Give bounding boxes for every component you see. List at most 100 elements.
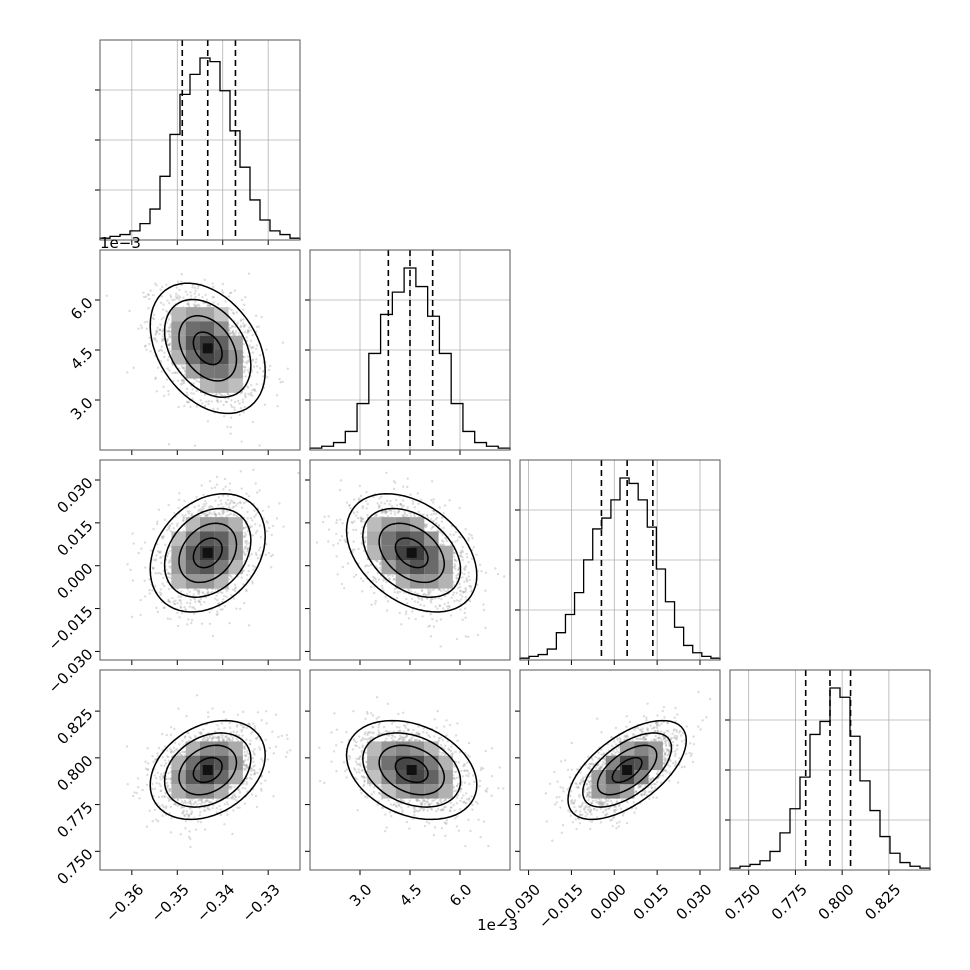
sample-point [233, 589, 237, 593]
density-cell [228, 378, 243, 393]
sample-point [168, 335, 171, 339]
sample-point [448, 605, 451, 609]
sample-point [221, 394, 224, 397]
sample-point [432, 501, 435, 504]
sample-point [411, 500, 415, 503]
sample-point [155, 390, 158, 393]
sample-point [230, 399, 233, 402]
sample-point [167, 571, 170, 575]
sample-point [361, 506, 364, 510]
sample-point [393, 510, 396, 514]
sample-point [226, 498, 229, 502]
sample-point [208, 505, 211, 508]
sample-point [148, 297, 151, 301]
sample-point [203, 404, 207, 408]
sample-point [244, 295, 247, 299]
sample-point [155, 606, 158, 610]
sample-point [176, 601, 179, 605]
sample-point [247, 392, 250, 396]
sample-point [231, 325, 234, 328]
sample-point [400, 623, 403, 626]
sample-point [278, 377, 281, 381]
sample-point [234, 504, 238, 507]
sample-point [227, 588, 230, 591]
sample-point [244, 366, 247, 369]
sample-point [216, 400, 220, 404]
sample-point [160, 370, 163, 373]
sample-point [242, 325, 245, 328]
sample-point [411, 502, 415, 505]
sample-point [482, 603, 485, 606]
sample-point [163, 351, 166, 354]
sample-point [163, 518, 166, 521]
sample-point [255, 529, 259, 533]
sample-point [204, 502, 208, 505]
sample-point [244, 500, 247, 503]
sample-point [440, 520, 444, 523]
sample-point [424, 525, 428, 529]
sample-point [198, 304, 201, 308]
sample-point [226, 392, 229, 395]
sample-point [168, 559, 171, 562]
sample-point [214, 588, 217, 591]
sample-point [338, 488, 342, 492]
sample-point [392, 577, 396, 581]
sample-point [163, 606, 166, 609]
sample-point [494, 567, 497, 570]
sample-point [169, 617, 172, 621]
sample-point [380, 495, 383, 498]
sample-point [243, 394, 247, 397]
sample-point [171, 363, 175, 367]
sample-point [229, 425, 233, 429]
sample-point [239, 470, 243, 473]
sample-point [167, 572, 171, 576]
sample-point [161, 337, 164, 341]
sample-point [210, 400, 214, 403]
sample-point [166, 572, 170, 575]
sample-point [420, 589, 424, 592]
sample-point [350, 520, 354, 524]
sample-point [244, 396, 247, 399]
sample-point [160, 295, 164, 298]
sample-point [190, 618, 194, 622]
sample-point [322, 520, 325, 524]
sample-point [159, 588, 163, 591]
sample-point [201, 591, 205, 595]
sample-point [392, 479, 396, 483]
sample-point [192, 593, 196, 596]
sample-point [254, 314, 258, 318]
sample-point [458, 585, 462, 589]
sample-point [233, 289, 237, 292]
sample-point [178, 288, 181, 292]
sample-point [161, 537, 165, 540]
sample-point [385, 609, 389, 612]
sample-point [199, 514, 202, 518]
sample-point [463, 611, 466, 615]
contour-level-1 [378, 522, 446, 584]
sample-point [167, 318, 170, 321]
sample-point [467, 560, 470, 564]
sample-point [154, 337, 157, 340]
sample-point [143, 321, 146, 324]
density-cell [367, 517, 382, 532]
sample-point [126, 371, 129, 374]
sample-point [440, 598, 443, 601]
sample-point [376, 502, 379, 505]
sample-point [246, 331, 249, 334]
sample-point [161, 535, 164, 539]
sample-point [146, 293, 149, 296]
sample-point [246, 329, 250, 332]
sample-point [202, 507, 205, 510]
sample-point [182, 379, 186, 382]
sample-point [464, 566, 467, 569]
sample-point [167, 343, 171, 346]
sample-point [465, 577, 468, 580]
sample-point [197, 589, 200, 592]
sample-point [230, 594, 233, 597]
sample-point [466, 635, 470, 639]
density-peak [202, 343, 213, 354]
sample-point [369, 563, 373, 567]
sample-point [254, 361, 258, 364]
sample-point [434, 605, 437, 608]
sample-point [435, 516, 439, 520]
